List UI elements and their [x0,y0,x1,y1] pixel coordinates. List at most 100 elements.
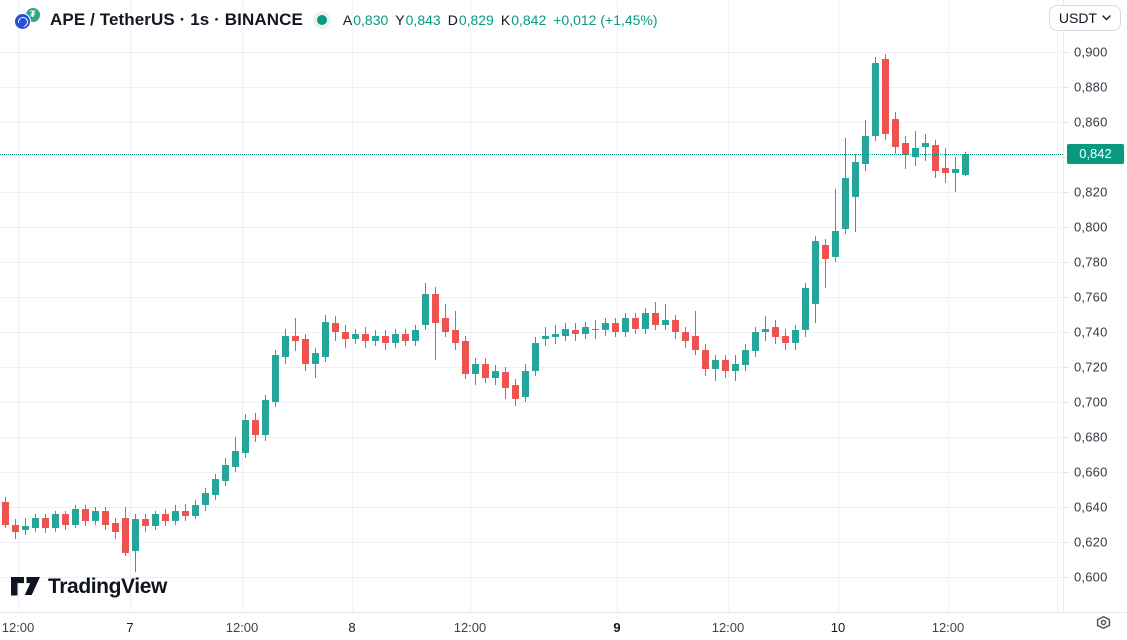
time-axis-label: 12:00 [1,620,35,635]
time-gridline [728,0,729,612]
price-axis-label: 0,740 [1074,324,1108,340]
symbol-title[interactable]: APE / TetherUS · 1s · BINANCE [50,10,303,29]
candle [792,330,799,343]
candle [372,335,379,341]
price-axis-tick [1064,577,1069,578]
candle [742,349,749,366]
candle [842,178,849,229]
candle [532,342,539,371]
price-gridline [0,577,1063,578]
candle [82,508,89,522]
candle [232,451,239,467]
candle [222,465,229,481]
candle [252,419,259,436]
time-gridline [18,0,19,612]
candle [502,372,509,389]
price-axis-tick [1064,507,1069,508]
time-gridline [948,0,949,612]
candle [342,332,349,339]
candle [542,335,549,339]
candle [692,335,699,350]
price-axis-label: 0,760 [1074,289,1108,305]
candle [572,330,579,334]
price-axis-tick [1064,122,1069,123]
candle [782,335,789,343]
price-axis-label: 0,660 [1074,464,1108,480]
candle [422,293,429,325]
candle [882,59,889,135]
price-axis-tick [1064,402,1069,403]
candle [162,514,169,521]
time-gridline [470,0,471,612]
candle-wick [955,157,956,192]
candle-wick [825,239,826,289]
close-label: K [500,12,511,28]
price-gridline [0,52,1063,53]
high-label: Y [395,12,405,28]
price-gridline [0,367,1063,368]
price-gridline [0,332,1063,333]
candle [632,318,639,329]
candle [172,510,179,521]
currency-selector-button[interactable]: USDT [1048,5,1121,31]
low-label: D [447,12,458,28]
candle [472,363,479,374]
time-gridline [617,0,618,612]
candle [592,328,599,331]
candle [602,323,609,331]
symbol-pair-logo-icon[interactable] [12,7,42,33]
candle [862,136,869,164]
candle [752,332,759,352]
time-axis-label: 8 [348,620,356,635]
candle [302,339,309,364]
candle [42,517,49,528]
candle [962,153,969,175]
candle [292,335,299,341]
chart-legend-header: APE / TetherUS · 1s · BINANCE A0,830 Y0,… [12,6,658,34]
tradingview-watermark[interactable]: TradingView [11,575,167,599]
candle [212,479,219,495]
candle [132,519,139,551]
series-status-dot-icon[interactable] [312,11,331,29]
candle-wick [25,517,26,535]
price-axis-label: 0,820 [1074,184,1108,200]
price-axis-label: 0,680 [1074,429,1108,445]
price-axis-label: 0,780 [1074,254,1108,270]
time-axis-label: 12:00 [225,620,259,635]
candle-wick [435,286,436,360]
time-axis[interactable]: 12:00 7 12:00 8 12:00 9 12:00 10 12:00 [0,612,1127,640]
price-axis-label: 0,880 [1074,79,1108,95]
candle [762,328,769,332]
candle [522,370,529,397]
open-value: 0,830 [353,12,389,28]
candle [802,288,809,331]
price-axis-tick [1064,52,1069,53]
candle [442,318,449,332]
time-axis-label: 12:00 [711,620,745,635]
candle [392,333,399,343]
candle-wick [665,304,666,331]
candlestick-plot-area[interactable] [0,0,1063,612]
price-axis-tick [1064,227,1069,228]
candle [712,360,719,369]
candle [92,510,99,521]
price-axis-label: 0,720 [1074,359,1108,375]
last-price-badge: 0,842 [1067,143,1124,164]
candle [282,335,289,357]
candle [492,370,499,378]
time-gridline [838,0,839,612]
price-gridline [0,192,1063,193]
candle [152,514,159,527]
time-gridline [1057,0,1058,612]
candle-wick [835,188,836,262]
time-axis-label: 12:00 [931,620,965,635]
candle [122,517,129,553]
chart-settings-icon[interactable] [1092,611,1114,633]
currency-label: USDT [1058,10,1097,26]
price-axis-label: 0,700 [1074,394,1108,410]
price-axis-tick [1064,367,1069,368]
candle [732,363,739,371]
price-axis[interactable]: 0,900 0,880 0,860 0,820 0,800 0,780 0,760 0,740… [1063,0,1127,612]
candle [942,167,949,173]
low-value: 0,829 [458,12,494,28]
